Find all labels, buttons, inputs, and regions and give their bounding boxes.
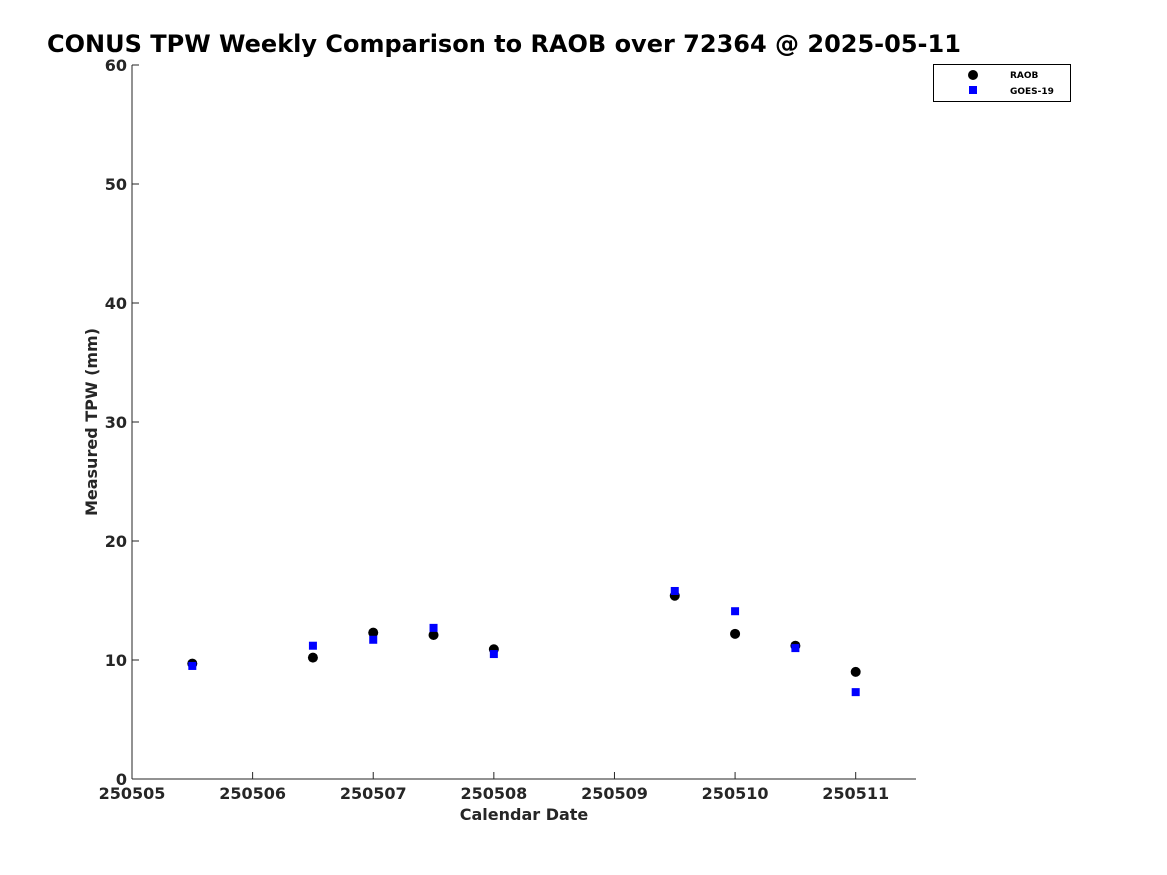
legend: RAOB GOES-19 [933, 64, 1071, 102]
point-raob [850, 666, 861, 677]
x-tick-label: 250507 [340, 784, 407, 803]
y-tick-label: 0 [116, 770, 127, 789]
y-tick-label: 50 [105, 175, 127, 194]
point-goes-19 [188, 661, 197, 670]
x-tick-label: 250506 [219, 784, 286, 803]
legend-marker-raob [968, 70, 978, 80]
point-raob [368, 627, 379, 638]
point-goes-19 [731, 607, 740, 616]
point-goes-19 [489, 650, 498, 659]
x-tick-label: 250510 [702, 784, 769, 803]
x-tick-label: 250509 [581, 784, 648, 803]
y-tick-label: 20 [105, 532, 127, 551]
y-axis-label: Measured TPW (mm) [82, 328, 101, 516]
point-goes-19 [851, 688, 860, 697]
axes: 250505 250506 250507 250508 250509 250510 2505… [99, 56, 916, 803]
point-raob [428, 630, 439, 641]
point-raob [307, 652, 318, 663]
legend-box [933, 64, 1071, 102]
x-axis-label: Calendar Date [460, 805, 589, 824]
chart-title: CONUS TPW Weekly Comparison to RAOB over… [47, 30, 961, 58]
x-tick-label: 250508 [460, 784, 527, 803]
y-tick-label: 10 [105, 651, 127, 670]
point-goes-19 [369, 635, 378, 644]
point-raob [730, 628, 741, 639]
x-tick-label: 250505 [99, 784, 166, 803]
legend-marker-goes [969, 86, 977, 94]
point-goes-19 [670, 586, 679, 595]
x-tick-label: 250511 [822, 784, 889, 803]
data-marks [187, 586, 861, 697]
point-goes-19 [308, 641, 317, 650]
y-tick-label: 60 [105, 56, 127, 75]
point-goes-19 [791, 644, 800, 653]
point-goes-19 [429, 623, 438, 632]
y-tick-label: 40 [105, 294, 127, 313]
legend-label-goes: GOES-19 [1010, 87, 1054, 97]
legend-label-raob: RAOB [1010, 71, 1039, 81]
y-tick-label: 30 [105, 413, 127, 432]
